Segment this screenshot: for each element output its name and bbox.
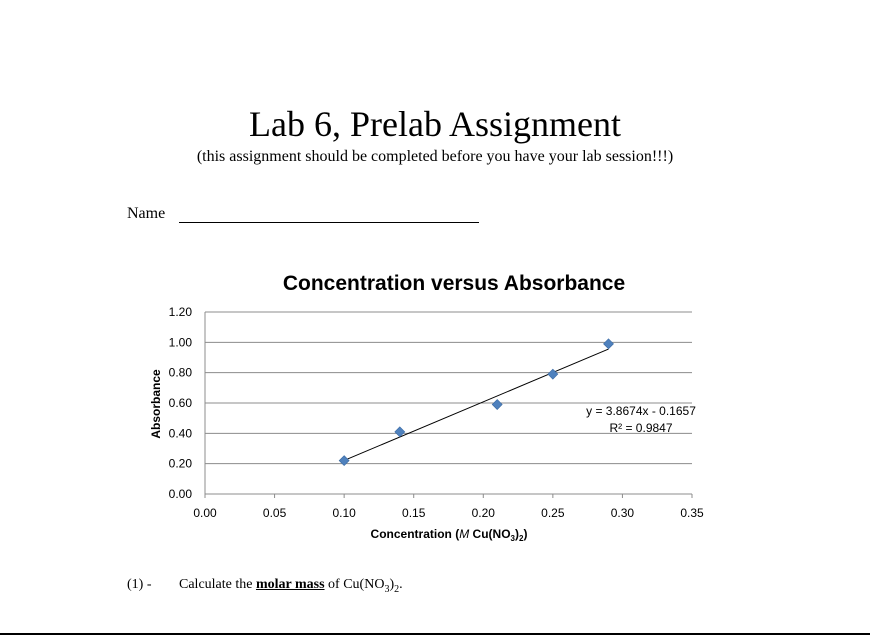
y-tick-label: 0.40 [169,426,193,440]
y-tick-label: 1.20 [169,305,193,319]
trendline [343,348,609,461]
x-axis-ticks: 0.00 0.05 0.10 0.15 0.20 0.25 0.30 0.35 [193,506,704,520]
question-number: (1) - [127,577,152,592]
trendline-group [343,348,609,461]
x-axis-label: Concentration (M Cu(NO3)2) [371,527,528,543]
x-tick-label: 0.05 [263,506,287,520]
x-tick-label: 0.15 [402,506,426,520]
x-tick-label: 0.20 [472,506,496,520]
page-title: Lab 6, Prelab Assignment [249,104,621,144]
x-tick-label: 0.00 [193,506,217,520]
x-tick-label: 0.25 [541,506,565,520]
data-points [338,338,614,467]
data-point [338,455,350,467]
x-tick-label: 0.35 [680,506,704,520]
name-label: Name [127,205,166,222]
x-tick-label: 0.30 [611,506,635,520]
page-bottom-rule [0,633,870,635]
question-text: Calculate the molar mass of Cu(NO3)2. [179,577,403,595]
y-tick-label: 0.80 [169,366,193,380]
y-tick-label: 0.60 [169,396,193,410]
page-subtitle: (this assignment should be completed bef… [196,148,674,165]
y-tick-label: 0.00 [169,487,193,501]
chart-title: Concentration versus Absorbance [283,272,625,295]
name-field-row: Name [127,205,480,223]
trendline-equation: y = 3.8674x - 0.1657 [586,404,696,418]
y-axis-ticks: 0.00 0.20 0.40 0.60 0.80 1.00 1.20 [169,305,193,501]
x-tick-label: 0.10 [332,506,356,520]
data-point [394,426,406,438]
question-1: (1) - Calculate the molar mass of Cu(NO3… [127,577,403,595]
y-tick-label: 0.20 [169,457,193,471]
name-blank-line [179,206,480,223]
data-point [491,399,503,410]
y-axis-label: Absorbance [149,369,163,439]
y-tick-label: 1.00 [169,335,193,349]
molar-mass-emphasis: molar mass [255,577,325,592]
data-point [603,338,614,350]
data-point [547,368,559,380]
trendline-r-squared: R² = 0.9847 [609,421,672,435]
